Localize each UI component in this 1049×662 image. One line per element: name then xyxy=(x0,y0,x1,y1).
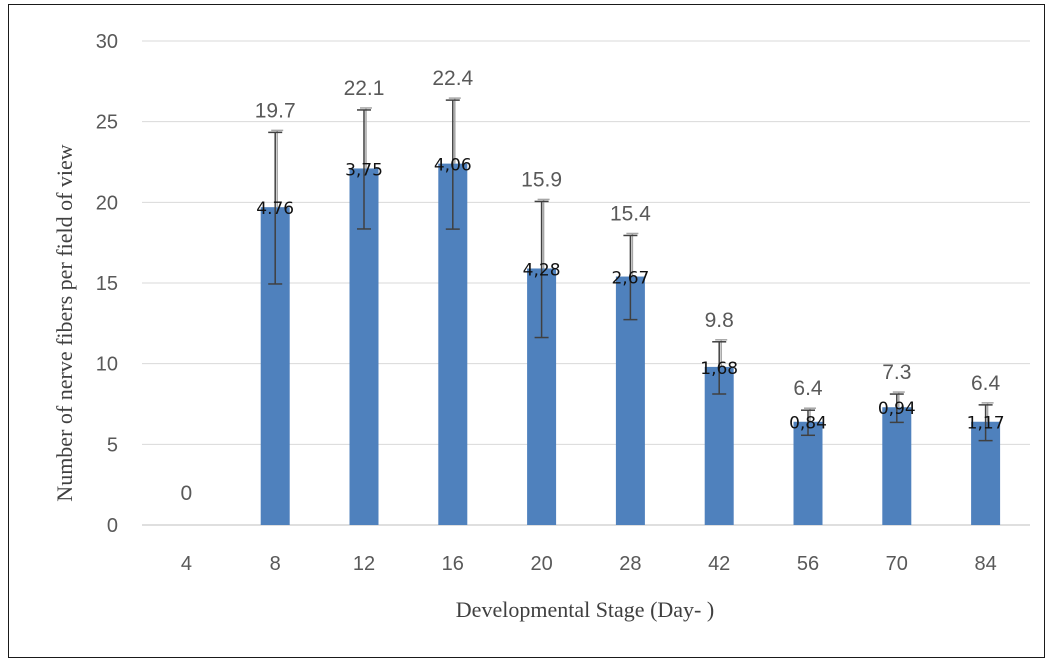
value-label: 15.9 xyxy=(521,168,562,191)
value-label: 19.7 xyxy=(255,99,296,122)
y-tick-label: 20 xyxy=(96,192,118,214)
y-tick-label: 5 xyxy=(107,434,118,456)
error-label: 0,84 xyxy=(789,414,827,434)
error-label: 3,75 xyxy=(345,160,383,180)
y-axis-ticks: 0 5 10 15 20 25 30 xyxy=(96,31,118,537)
error-label: 4.76 xyxy=(256,199,294,219)
bar xyxy=(882,407,912,525)
value-label: 15.4 xyxy=(610,202,651,225)
error-label: 4,28 xyxy=(523,260,561,280)
x-tick-label: 20 xyxy=(530,553,552,575)
x-tick-label: 70 xyxy=(886,553,908,575)
y-axis-title: Number of nerve fibers per field of view xyxy=(52,144,77,501)
value-label: 6.4 xyxy=(793,377,823,400)
y-tick-label: 10 xyxy=(96,354,118,376)
x-tick-label: 28 xyxy=(619,553,641,575)
x-tick-label: 16 xyxy=(442,553,464,575)
error-bars xyxy=(268,97,994,442)
x-tick-label: 84 xyxy=(974,553,996,575)
value-label: 7.3 xyxy=(882,361,911,384)
value-label: 6.4 xyxy=(971,372,1001,395)
value-label: 0 xyxy=(181,482,193,505)
gridlines xyxy=(142,40,1030,526)
value-label: 22.1 xyxy=(344,77,385,100)
x-tick-label: 12 xyxy=(353,553,375,575)
data-labels: 0 19.7 4.76 22.1 3,75 22.4 4,06 15.9 4,28 15.4 2,6… xyxy=(181,67,1005,505)
error-label: 2,67 xyxy=(611,269,649,289)
error-label: 1,68 xyxy=(700,359,738,379)
x-tick-label: 8 xyxy=(270,553,281,575)
bar xyxy=(793,421,823,525)
chart-frame xyxy=(8,4,1045,658)
value-label: 22.4 xyxy=(432,67,473,90)
x-tick-label: 4 xyxy=(181,553,192,575)
error-label: 1,17 xyxy=(967,414,1005,434)
x-axis-title: Developmental Stage (Day- ) xyxy=(456,597,714,622)
y-tick-label: 15 xyxy=(96,273,118,295)
error-label: 0,94 xyxy=(878,399,916,419)
x-axis-ticks: 4 8 12 16 20 28 42 56 70 84 xyxy=(181,553,997,575)
value-label: 9.8 xyxy=(705,309,734,332)
y-tick-label: 30 xyxy=(96,31,118,53)
x-tick-label: 42 xyxy=(708,553,730,575)
y-tick-label: 0 xyxy=(107,515,118,537)
y-tick-label: 25 xyxy=(96,112,118,134)
x-tick-label: 56 xyxy=(797,553,819,575)
error-label: 4,06 xyxy=(434,156,472,176)
